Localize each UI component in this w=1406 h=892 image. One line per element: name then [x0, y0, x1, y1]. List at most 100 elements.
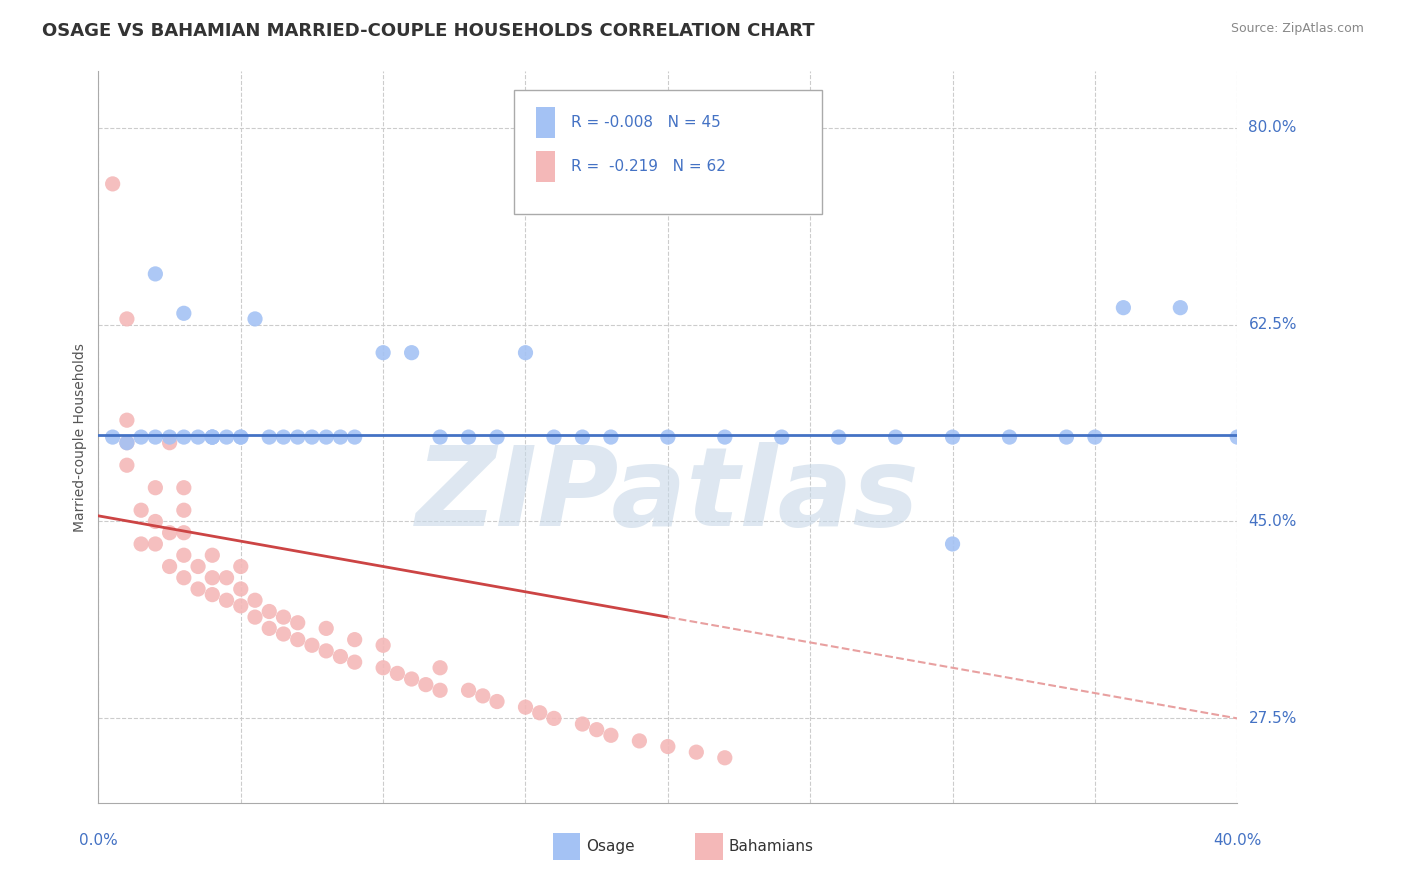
Point [315, 430, 337, 444]
Text: ZIPatlas: ZIPatlas [416, 442, 920, 549]
Point [486, 694, 509, 708]
Point [287, 632, 309, 647]
Point [942, 430, 965, 444]
Text: 27.5%: 27.5% [1249, 711, 1296, 726]
Point [229, 582, 252, 596]
Point [173, 430, 195, 444]
Point [115, 458, 138, 473]
Point [287, 615, 309, 630]
Point [201, 430, 224, 444]
Point [429, 661, 451, 675]
Point [115, 413, 138, 427]
Point [201, 430, 224, 444]
Point [215, 571, 238, 585]
Point [315, 644, 337, 658]
Text: R =  -0.219   N = 62: R = -0.219 N = 62 [571, 159, 725, 174]
Text: Bahamians: Bahamians [728, 839, 813, 855]
Point [828, 430, 851, 444]
Point [129, 503, 152, 517]
Point [187, 559, 209, 574]
Point [714, 751, 737, 765]
Point [571, 717, 593, 731]
Point [129, 430, 152, 444]
Point [173, 548, 195, 562]
Point [173, 481, 195, 495]
Point [159, 525, 181, 540]
Point [1056, 430, 1078, 444]
Point [471, 689, 494, 703]
Point [329, 430, 352, 444]
Text: 62.5%: 62.5% [1249, 317, 1296, 332]
Point [373, 638, 395, 652]
Point [115, 435, 138, 450]
Point [287, 430, 309, 444]
Point [543, 711, 565, 725]
Point [187, 582, 209, 596]
Point [457, 430, 479, 444]
Point [343, 430, 366, 444]
Point [1226, 430, 1249, 444]
Point [115, 435, 138, 450]
Point [714, 430, 737, 444]
Point [229, 430, 252, 444]
FancyBboxPatch shape [536, 107, 555, 138]
Point [229, 559, 252, 574]
Point [145, 515, 167, 529]
FancyBboxPatch shape [695, 833, 723, 860]
FancyBboxPatch shape [536, 151, 555, 182]
Point [201, 430, 224, 444]
Point [457, 683, 479, 698]
FancyBboxPatch shape [515, 90, 821, 214]
Point [1170, 301, 1192, 315]
Text: Source: ZipAtlas.com: Source: ZipAtlas.com [1230, 22, 1364, 36]
Point [515, 700, 537, 714]
Point [259, 605, 281, 619]
Point [187, 430, 209, 444]
Point [201, 548, 224, 562]
Point [129, 537, 152, 551]
Point [115, 312, 138, 326]
Point [329, 649, 352, 664]
Point [543, 430, 565, 444]
Point [343, 655, 366, 669]
Point [373, 345, 395, 359]
Point [201, 571, 224, 585]
Point [215, 430, 238, 444]
Point [942, 537, 965, 551]
Point [145, 537, 167, 551]
Point [159, 559, 181, 574]
Text: Osage: Osage [586, 839, 634, 855]
Point [315, 621, 337, 635]
Point [259, 621, 281, 635]
Point [770, 430, 793, 444]
Point [273, 610, 295, 624]
Point [173, 525, 195, 540]
Point [387, 666, 409, 681]
Point [429, 683, 451, 698]
Point [415, 678, 437, 692]
Point [998, 430, 1021, 444]
Point [173, 571, 195, 585]
Point [1084, 430, 1107, 444]
Point [243, 312, 266, 326]
Point [585, 723, 607, 737]
Point [657, 430, 679, 444]
Point [515, 345, 537, 359]
Point [101, 430, 124, 444]
Y-axis label: Married-couple Households: Married-couple Households [73, 343, 87, 532]
Text: OSAGE VS BAHAMIAN MARRIED-COUPLE HOUSEHOLDS CORRELATION CHART: OSAGE VS BAHAMIAN MARRIED-COUPLE HOUSEHO… [42, 22, 815, 40]
Point [229, 599, 252, 613]
Point [145, 430, 167, 444]
Point [571, 430, 593, 444]
Point [159, 435, 181, 450]
Point [301, 430, 323, 444]
Point [429, 430, 451, 444]
Point [401, 345, 423, 359]
Point [201, 588, 224, 602]
Point [145, 267, 167, 281]
Point [273, 627, 295, 641]
Point [259, 430, 281, 444]
Point [173, 306, 195, 320]
Point [229, 430, 252, 444]
Point [159, 430, 181, 444]
